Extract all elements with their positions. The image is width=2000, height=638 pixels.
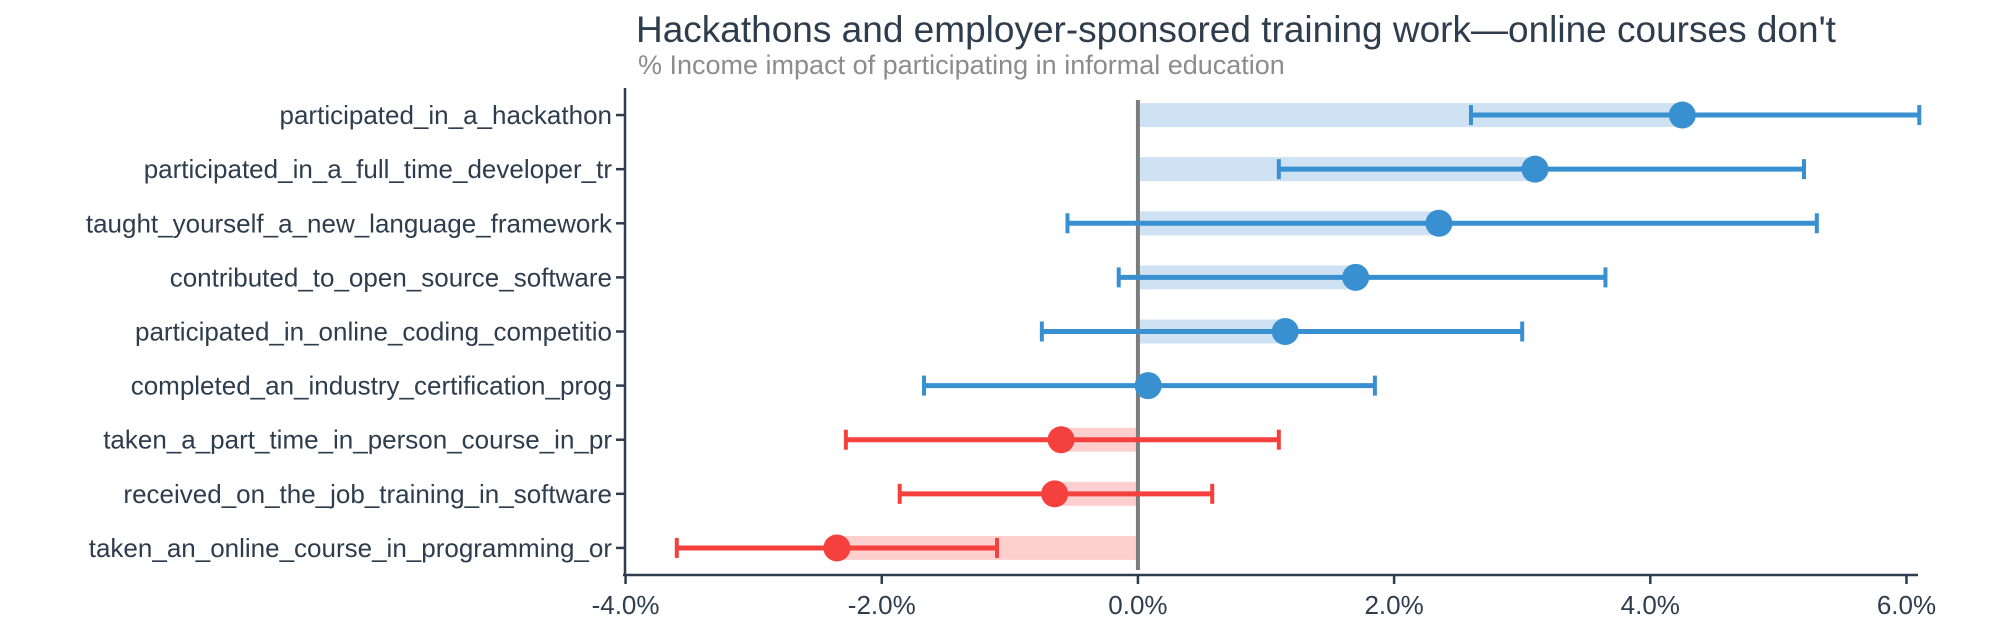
point-estimate-dot bbox=[1425, 209, 1453, 237]
chart-title: Hackathons and employer-sponsored traini… bbox=[636, 9, 1836, 50]
point-estimate-dot bbox=[1271, 318, 1299, 345]
point-estimate-dot bbox=[823, 534, 851, 562]
point-estimate-dot bbox=[1041, 480, 1069, 508]
point-estimate-dot bbox=[1521, 155, 1549, 183]
category-label: contributed_to_open_source_software bbox=[170, 262, 612, 292]
category-label: taken_an_online_course_in_programming_or bbox=[89, 533, 613, 563]
point-estimate-dot bbox=[1668, 101, 1696, 129]
x-tick-label: 2.0% bbox=[1364, 590, 1423, 620]
category-label: participated_in_online_coding_competitio bbox=[135, 317, 612, 347]
category-label: completed_an_industry_certification_prog bbox=[131, 371, 612, 401]
category-label: taught_yourself_a_new_language_framework bbox=[86, 208, 613, 238]
x-tick-label: 6.0% bbox=[1877, 590, 1936, 620]
category-label: participated_in_a_full_time_developer_tr bbox=[144, 154, 613, 184]
x-tick-label: 4.0% bbox=[1621, 590, 1680, 620]
category-label: taken_a_part_time_in_person_course_in_pr bbox=[103, 425, 612, 455]
category-label: participated_in_a_hackathon bbox=[280, 100, 612, 130]
point-estimate-dot bbox=[1342, 263, 1370, 291]
x-tick-label: -2.0% bbox=[848, 590, 916, 620]
point-estimate-dot bbox=[1047, 426, 1075, 454]
x-tick-label: -4.0% bbox=[592, 590, 660, 620]
point-estimate-dot bbox=[1134, 372, 1162, 400]
x-tick-label: 0.0% bbox=[1108, 590, 1167, 620]
category-label: received_on_the_job_training_in_software bbox=[123, 479, 612, 509]
chart-subtitle: % Income impact of participating in info… bbox=[638, 50, 1285, 80]
